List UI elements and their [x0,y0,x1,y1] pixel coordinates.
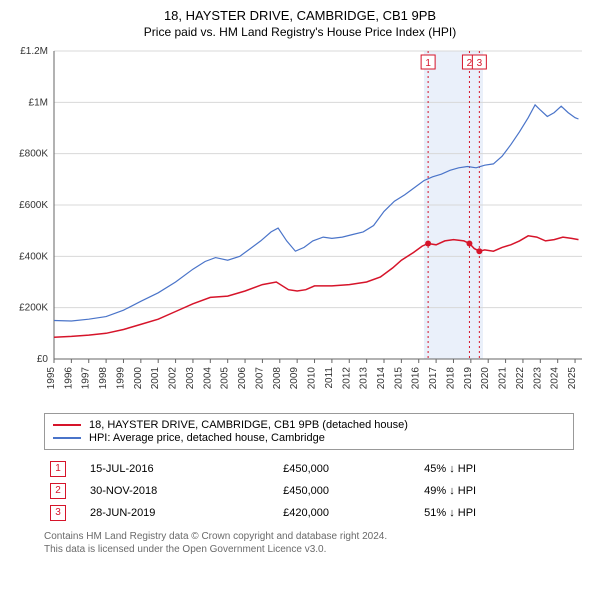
event-date: 15-JUL-2016 [84,458,277,480]
attribution-line-1: Contains HM Land Registry data © Crown c… [44,530,574,543]
container: 18, HAYSTER DRIVE, CAMBRIDGE, CB1 9PB Pr… [0,0,600,590]
x-tick-label: 2001 [150,367,161,390]
legend-row: HPI: Average price, detached house, Camb… [53,432,565,444]
series-property [54,236,579,337]
x-tick-label: 2002 [168,367,179,390]
series-hpi [54,105,579,321]
x-tick-label: 2021 [498,367,509,390]
event-marker-num: 2 [467,58,473,69]
page-subtitle: Price paid vs. HM Land Registry's House … [10,25,590,39]
x-tick-label: 2010 [307,367,318,390]
event-date: 30-NOV-2018 [84,480,277,502]
x-tick-label: 2011 [324,367,335,389]
event-point [466,241,472,247]
y-tick-label: £600K [19,200,48,211]
event-row: 3 28-JUN-2019£420,00051% ↓ HPI [44,502,574,524]
y-tick-label: £800K [19,149,48,160]
x-tick-label: 2016 [411,367,422,390]
y-tick-label: £1M [29,97,48,108]
event-row: 1 15-JUL-2016£450,00045% ↓ HPI [44,458,574,480]
x-tick-label: 2025 [567,367,578,390]
event-num-box: 2 [50,483,66,499]
chart-svg: £0 £200K £400K £600K £800K £1M £1.2M 1995 1996 19… [10,45,590,405]
event-price: £450,000 [277,458,418,480]
event-row: 2 30-NOV-2018£450,00049% ↓ HPI [44,480,574,502]
x-tick-label: 2013 [359,367,370,390]
attribution: Contains HM Land Registry data © Crown c… [44,530,574,556]
x-tick-label: 2015 [393,367,404,390]
event-marker-num: 1 [425,58,431,69]
x-tick-label: 1997 [81,367,92,390]
attribution-line-2: This data is licensed under the Open Gov… [44,543,574,556]
page-title: 18, HAYSTER DRIVE, CAMBRIDGE, CB1 9PB [10,8,590,23]
x-tick-label: 1998 [98,367,109,390]
legend-label: 18, HAYSTER DRIVE, CAMBRIDGE, CB1 9PB (d… [89,419,408,431]
x-tick-label: 2012 [341,367,352,390]
event-delta: 45% ↓ HPI [418,458,574,480]
x-tick-label: 2023 [532,367,543,390]
event-point [425,241,431,247]
event-marker-num: 3 [477,58,483,69]
x-tick-label: 2020 [480,367,491,390]
event-delta: 51% ↓ HPI [418,502,574,524]
legend-label: HPI: Average price, detached house, Camb… [89,432,325,444]
y-tick-label: £0 [37,354,49,365]
chart: £0 £200K £400K £600K £800K £1M £1.2M 1995 1996 19… [10,45,590,405]
x-tick-label: 2014 [376,367,387,390]
legend-swatch [53,424,81,426]
y-tick-label: £400K [19,251,48,262]
event-delta: 49% ↓ HPI [418,480,574,502]
x-tick-label: 2004 [202,367,213,390]
x-tick-label: 2022 [515,367,526,390]
x-tick-label: 2009 [289,367,300,390]
event-num-box: 1 [50,461,66,477]
x-tick-label: 2018 [445,367,456,390]
x-tick-label: 2003 [185,367,196,390]
event-num-box: 3 [50,505,66,521]
x-tick-label: 2024 [550,367,561,390]
event-price: £420,000 [277,502,418,524]
x-tick-label: 2000 [133,367,144,390]
x-tick-label: 1996 [63,367,74,390]
event-price: £450,000 [277,480,418,502]
x-tick-label: 1999 [115,367,126,390]
legend: 18, HAYSTER DRIVE, CAMBRIDGE, CB1 9PB (d… [44,413,574,450]
x-tick-label: 1995 [46,367,57,390]
legend-swatch [53,437,81,439]
y-tick-label: £1.2M [20,46,48,57]
legend-row: 18, HAYSTER DRIVE, CAMBRIDGE, CB1 9PB (d… [53,419,565,431]
x-tick-label: 2007 [254,367,265,390]
x-tick-label: 2017 [428,367,439,390]
y-tick-label: £200K [19,303,48,314]
x-tick-label: 2005 [220,367,231,390]
x-tick-label: 2019 [463,367,474,390]
x-tick-label: 2008 [272,367,283,390]
event-date: 28-JUN-2019 [84,502,277,524]
event-point [476,248,482,254]
events-table: 1 15-JUL-2016£450,00045% ↓ HPI 2 30-NOV-201… [44,458,574,524]
x-tick-label: 2006 [237,367,248,390]
